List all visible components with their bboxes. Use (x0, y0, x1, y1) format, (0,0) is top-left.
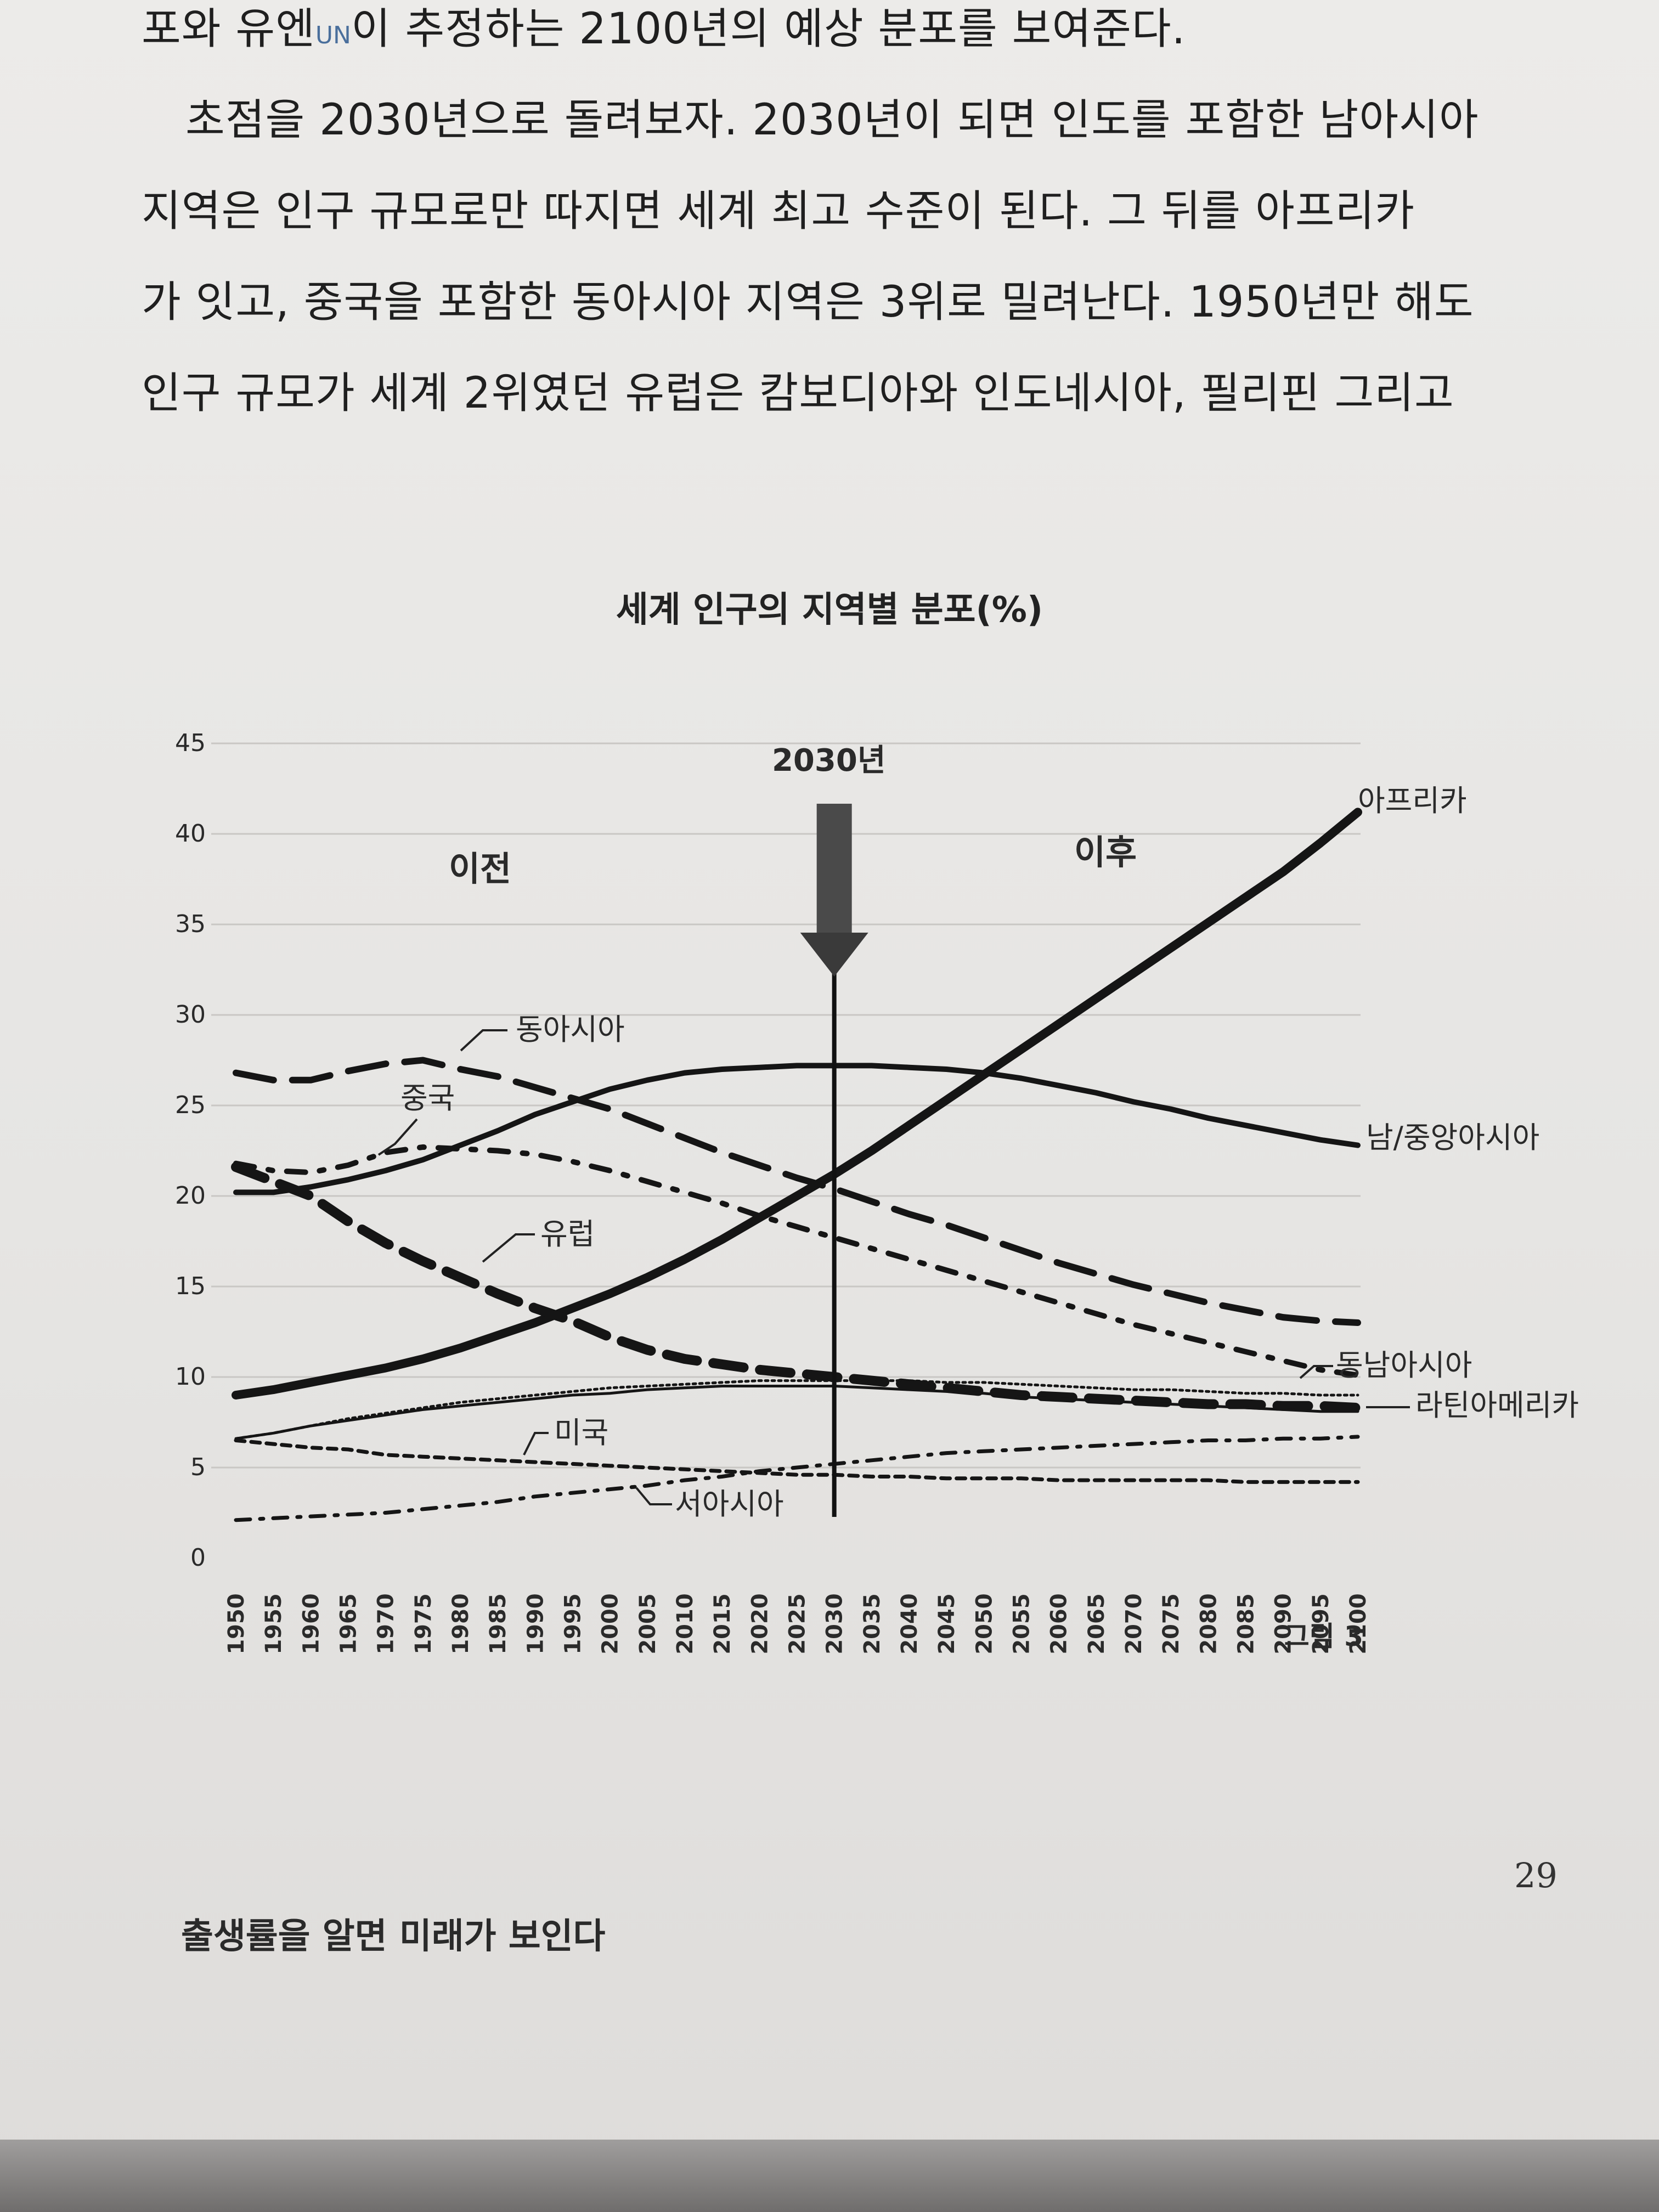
marker-label: 2030년 (772, 743, 885, 778)
x-tick-label: 1950 (224, 1593, 249, 1654)
label-leader (1299, 1365, 1333, 1379)
series-line (234, 1379, 1359, 1440)
series-label: 유럽 (540, 1217, 595, 1251)
body-line-3: 지역은 인구 규모로만 따지면 세계 최고 수준이 된다. 그 뒤를 아프리카 (142, 187, 1415, 236)
x-tick-label: 2085 (1234, 1593, 1259, 1654)
marker-arrow-head (800, 933, 868, 977)
un-annotation: UN (315, 21, 351, 49)
body-line-1a: 포와 유엔 (142, 4, 315, 54)
x-tick-label: 2025 (785, 1593, 810, 1654)
x-tick-label: 2035 (860, 1593, 885, 1654)
x-tick-label: 1965 (336, 1593, 362, 1654)
x-tick-label: 2040 (897, 1593, 922, 1654)
label-leader (523, 1432, 549, 1455)
x-tick-label: 2015 (710, 1593, 735, 1654)
x-tick-label: 1960 (298, 1593, 324, 1654)
marker-arrow-shaft (816, 804, 852, 935)
table-surface (0, 2140, 1659, 2212)
x-tick-label: 1990 (523, 1593, 548, 1654)
y-tick-label: 35 (175, 910, 206, 938)
series-label: 남/중앙아시아 (1366, 1120, 1539, 1155)
body-line-5: 인구 규모가 세계 2위였던 유럽은 캄보디아와 인도네시아, 필리핀 그리고 (142, 369, 1454, 418)
y-tick-label: 25 (175, 1091, 206, 1119)
x-tick-label: 2065 (1084, 1593, 1109, 1654)
x-tick-label: 1985 (486, 1593, 511, 1654)
body-line-1b: 이 추정하는 2100년의 예상 분포를 보여준다. (351, 4, 1186, 54)
y-tick-label: 20 (175, 1182, 206, 1210)
y-axis: 0 5 10 15 20 25 30 35 40 45 (175, 729, 206, 1572)
x-tick-label: 1975 (411, 1593, 436, 1654)
series-label: 동남아시아 (1336, 1348, 1472, 1383)
x-tick-label: 2100 (1346, 1593, 1371, 1654)
y-tick-label: 30 (175, 1001, 206, 1029)
series-lines (231, 808, 1363, 1522)
series-label: 중국 (400, 1081, 455, 1115)
x-tick-label: 2080 (1196, 1593, 1221, 1654)
after-label: 이후 (1074, 832, 1137, 872)
series-label: 아프리카 (1358, 783, 1467, 818)
label-leader (482, 1233, 535, 1263)
series-line (233, 1063, 1361, 1195)
body-line-2: 초점을 2030년으로 돌려보자. 2030년이 되면 인도를 포함한 남아시아 (185, 95, 1479, 145)
y-tick-label: 5 (190, 1453, 206, 1481)
series-label: 동아시아 (516, 1012, 625, 1047)
y-tick-label: 15 (175, 1272, 206, 1300)
x-axis: 1950 1955 1960 1965 1970 1975 1980 1985 1990 1995… (224, 1593, 1371, 1654)
x-tick-label: 2020 (747, 1593, 772, 1654)
y-tick-label: 45 (175, 729, 206, 757)
x-tick-label: 2075 (1159, 1593, 1184, 1654)
x-tick-label: 2005 (635, 1593, 661, 1654)
x-tick-label: 1995 (561, 1593, 586, 1654)
x-tick-label: 2090 (1271, 1593, 1296, 1654)
x-tick-label: 2050 (972, 1593, 997, 1654)
x-tick-label: 2060 (1047, 1593, 1072, 1654)
x-tick-label: 1970 (374, 1593, 399, 1654)
y-tick-label: 40 (175, 820, 206, 848)
x-tick-label: 2010 (673, 1593, 698, 1654)
series-line (233, 1057, 1361, 1326)
body-line-4: 가 잇고, 중국을 포함한 동아시아 지역은 3위로 밀려난다. 1950년만 … (142, 278, 1474, 327)
series-line (234, 1385, 1359, 1440)
y-tick-label: 10 (175, 1363, 206, 1391)
x-tick-label: 2070 (1121, 1593, 1147, 1654)
series-line (233, 1144, 1361, 1378)
x-tick-label: 2030 (822, 1593, 848, 1654)
label-leader (377, 1118, 418, 1156)
gridlines (211, 742, 1361, 1469)
x-tick-label: 1955 (261, 1593, 286, 1654)
book-title: 출생률을 알면 미래가 보인다 (181, 1916, 606, 1957)
series-label: 서아시아 (675, 1487, 784, 1521)
series-line (234, 1438, 1360, 1484)
figure-label: 그림 3 (1284, 1621, 1363, 1652)
body-line-1: 포와 유엔UN이 추정하는 2100년의 예상 분포를 보여준다. (142, 0, 1186, 81)
x-tick-label: 2095 (1308, 1593, 1334, 1654)
chart-title: 세계 인구의 지역별 분포(%) (616, 590, 1043, 630)
label-leader (460, 1029, 507, 1052)
x-tick-label: 2000 (598, 1593, 623, 1654)
series-line (232, 808, 1362, 1400)
before-label: 이전 (449, 849, 511, 889)
x-tick-label: 2045 (934, 1593, 960, 1654)
series-line (231, 1162, 1363, 1413)
x-tick-label: 1980 (448, 1593, 473, 1654)
page-number: 29 (1514, 1855, 1558, 1895)
x-tick-label: 2055 (1009, 1593, 1035, 1654)
y-tick-label: 0 (190, 1544, 206, 1572)
series-label: 라틴아메리카 (1415, 1388, 1579, 1423)
series-line (234, 1435, 1360, 1522)
series-label: 미국 (554, 1415, 608, 1450)
label-leader (635, 1487, 672, 1505)
